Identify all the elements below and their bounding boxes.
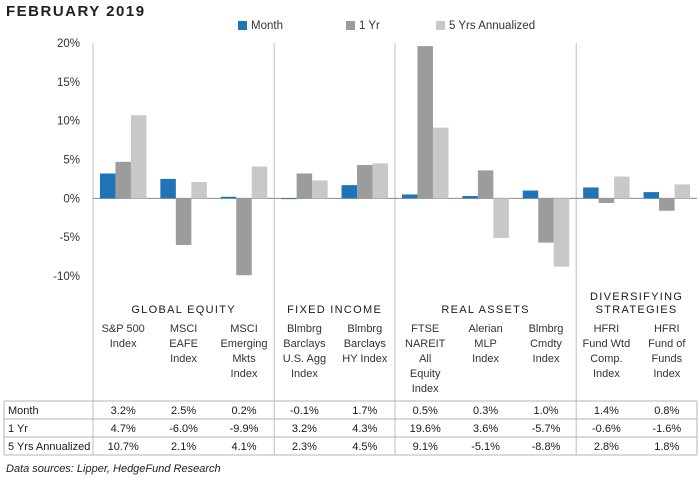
bar-month	[220, 196, 237, 199]
table-cell: 1.0%	[533, 405, 558, 417]
group-heading: STRATEGIES	[596, 304, 678, 316]
table-cell: 4.1%	[231, 441, 256, 453]
legend-label-month: Month	[251, 20, 283, 32]
bar-5yr	[432, 127, 449, 199]
group-heading: REAL ASSETS	[441, 304, 529, 316]
group-heading: FIXED INCOME	[287, 304, 382, 316]
table-row-label: 1 Yr	[8, 423, 28, 435]
table-cell: 2.8%	[594, 441, 619, 453]
legend-label-5yr: 5 Yrs Annualized	[449, 20, 536, 32]
bar-month	[160, 178, 176, 199]
bar-1yr	[659, 198, 675, 211]
group-heading: GLOBAL EQUITY	[131, 304, 236, 316]
bar-1yr	[357, 164, 373, 199]
bar-1yr	[477, 170, 494, 199]
table-cell: 0.5%	[413, 405, 438, 417]
y-tick-label: 15%	[57, 77, 80, 89]
table-cell: 3.2%	[292, 423, 317, 435]
table-cell: 1.7%	[352, 405, 377, 417]
bar-5yr	[553, 198, 570, 267]
y-tick-label: 5%	[63, 155, 80, 167]
table-cell: -5.7%	[532, 423, 561, 435]
bar-5yr	[614, 176, 630, 199]
bar-5yr	[674, 184, 691, 199]
bar-1yr	[598, 198, 615, 203]
category-label: Blmbrg Barclays HY Index	[342, 323, 388, 365]
y-tick-label: 0%	[63, 193, 80, 205]
bar-1yr	[417, 46, 433, 199]
bar-5yr	[130, 115, 147, 199]
bar-5yr	[312, 180, 328, 199]
legend-swatch-5yr	[436, 21, 445, 30]
table-cell: -0.1%	[290, 405, 319, 417]
bar-month	[643, 192, 660, 199]
table-cell: -8.8%	[532, 441, 561, 453]
bar-1yr	[538, 198, 554, 243]
category-label: S&P 500 Index	[102, 323, 145, 350]
y-tick-label: -5%	[60, 232, 80, 244]
bar-month	[583, 187, 599, 199]
legend-swatch-month	[238, 21, 247, 30]
bar-5yr	[191, 182, 207, 199]
table-row-label: 5 Yrs Annualized	[8, 441, 90, 453]
category-label: HFRI Fund Wtd Comp. Index	[583, 323, 631, 380]
bar-1yr	[296, 173, 313, 199]
table-cell: 3.2%	[111, 405, 136, 417]
table-cell: 1.8%	[654, 441, 679, 453]
bar-month	[281, 198, 297, 200]
bar-month	[341, 185, 358, 199]
category-label: FTSE NAREIT All Equity Index	[405, 323, 446, 395]
bar-1yr	[115, 161, 131, 199]
legend-label-1yr: 1 Yr	[359, 20, 380, 32]
bar-1yr	[175, 198, 192, 245]
bar-5yr	[251, 166, 268, 199]
table-cell: -5.1%	[471, 441, 500, 453]
y-tick-label: 10%	[57, 116, 80, 128]
page-title: FEBRUARY 2019	[6, 3, 146, 20]
table-cell: 4.3%	[352, 423, 377, 435]
bar-month	[462, 196, 478, 199]
category-label: Blmbrg Barclays U.S. Agg Index	[283, 323, 326, 380]
legend-swatch-1yr	[346, 21, 355, 30]
data-source-note: Data sources: Lipper, HedgeFund Research	[6, 463, 221, 475]
category-label: MSCI Emerging Mkts Index	[220, 323, 267, 380]
category-label: Blmbrg Cmdty Index	[529, 323, 564, 365]
table-cell: 19.6%	[410, 423, 441, 435]
category-label: Alerian MLP Index	[468, 323, 502, 365]
table-cell: -9.9%	[230, 423, 259, 435]
table-cell: -0.6%	[592, 423, 621, 435]
table-cell: 3.6%	[473, 423, 498, 435]
table-cell: 1.4%	[594, 405, 619, 417]
table-cell: 0.3%	[473, 405, 498, 417]
table-cell: 2.3%	[292, 441, 317, 453]
table-cell: 2.1%	[171, 441, 196, 453]
bar-month	[522, 190, 539, 199]
table-cell: 4.7%	[111, 423, 136, 435]
y-tick-label: -10%	[53, 271, 80, 283]
table-cell: 2.5%	[171, 405, 196, 417]
legend-item-5yr: 5 Yrs Annualized	[436, 20, 535, 32]
table-cell: 10.7%	[108, 441, 139, 453]
table-row-label: Month	[8, 405, 39, 417]
table-cell: -1.6%	[652, 423, 681, 435]
category-label: MSCI EAFE Index	[169, 323, 198, 365]
legend-item-month: Month	[238, 20, 283, 32]
bar-1yr	[236, 198, 252, 276]
bar-month	[99, 173, 116, 199]
y-tick-label: 20%	[57, 38, 80, 50]
bar-5yr	[372, 163, 389, 199]
category-label: HFRI Fund of Funds Index	[648, 323, 686, 380]
table-cell: 9.1%	[413, 441, 438, 453]
legend-item-1yr: 1 Yr	[346, 20, 380, 32]
table-cell: 4.5%	[352, 441, 377, 453]
table-cell: 0.2%	[231, 405, 256, 417]
table-cell: -6.0%	[169, 423, 198, 435]
group-heading: DIVERSIFYING	[590, 291, 683, 303]
bar-month	[401, 194, 418, 199]
bar-5yr	[493, 198, 509, 238]
table-cell: 0.8%	[654, 405, 679, 417]
